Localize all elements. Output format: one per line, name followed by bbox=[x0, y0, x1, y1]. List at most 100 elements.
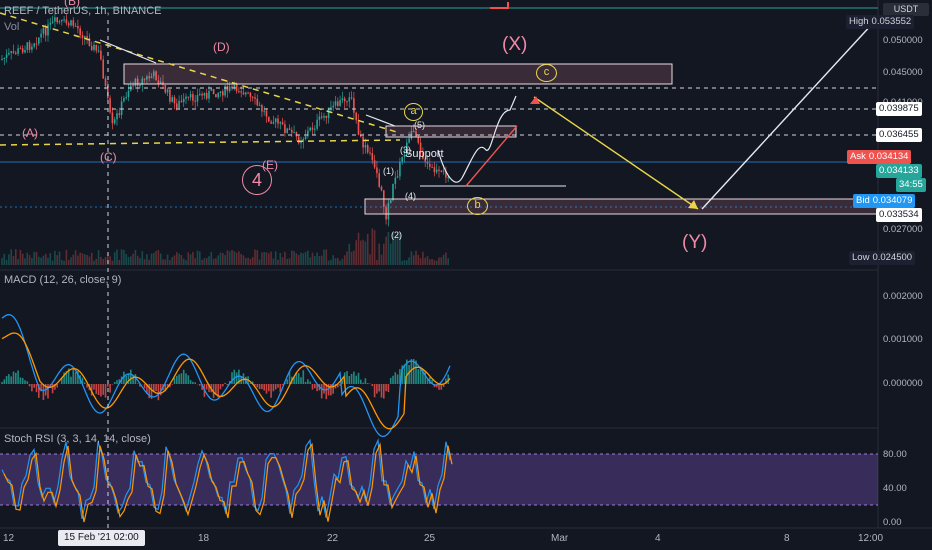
projection-white[interactable] bbox=[701, 21, 875, 210]
volume-label[interactable]: Vol bbox=[4, 21, 20, 33]
volume-bar bbox=[171, 257, 173, 265]
wave-label-D[interactable]: (D) bbox=[213, 40, 230, 54]
candle-body bbox=[95, 44, 98, 51]
volume-bar bbox=[249, 258, 252, 265]
candle-body bbox=[272, 122, 275, 124]
candle-body bbox=[157, 80, 160, 84]
volume-bar bbox=[389, 243, 392, 265]
candle-body bbox=[1, 58, 3, 60]
volume-bar bbox=[95, 258, 98, 265]
candle-body bbox=[378, 173, 380, 187]
candle-body bbox=[155, 71, 157, 81]
low-key: Low bbox=[852, 252, 870, 263]
wave-label-B[interactable]: (B) bbox=[64, 0, 80, 8]
candle-body bbox=[5, 54, 8, 58]
macd-tick: 0.002000 bbox=[883, 291, 923, 302]
candle-body bbox=[281, 122, 284, 125]
candle-body bbox=[263, 110, 265, 112]
wave-label-5[interactable]: (5) bbox=[414, 120, 425, 130]
projection-yellow[interactable] bbox=[533, 96, 699, 210]
wave-label-a[interactable]: a bbox=[404, 103, 423, 121]
candle-body bbox=[235, 84, 238, 92]
candle-body bbox=[442, 170, 445, 172]
macd-bar bbox=[307, 379, 309, 384]
currency-badge[interactable]: USDT bbox=[883, 3, 929, 16]
volume-bar bbox=[77, 255, 79, 265]
volume-bar bbox=[201, 259, 203, 265]
volume-bar bbox=[139, 258, 141, 265]
volume-bar bbox=[150, 253, 153, 265]
wave-label-1[interactable]: (1) bbox=[383, 166, 394, 176]
wave-label-c[interactable]: c bbox=[536, 64, 557, 82]
wave-label-4-minor[interactable]: (4) bbox=[405, 191, 416, 201]
candle-body bbox=[403, 154, 406, 158]
trendline-white[interactable] bbox=[365, 114, 396, 127]
projection-red[interactable] bbox=[465, 125, 518, 187]
macd-bar bbox=[8, 374, 10, 384]
candle-body bbox=[136, 78, 139, 87]
wave-label-2[interactable]: (2) bbox=[391, 230, 402, 240]
macd-title[interactable]: MACD (12, 26, close, 9) bbox=[4, 274, 122, 286]
candle-body bbox=[116, 113, 118, 120]
macd-bar bbox=[378, 384, 380, 392]
support-label[interactable]: Support bbox=[405, 148, 444, 160]
volume-bar bbox=[281, 257, 284, 265]
candle-body bbox=[341, 98, 344, 100]
wave-label-3[interactable]: (3) bbox=[400, 145, 411, 155]
wave-a-zone[interactable] bbox=[385, 125, 517, 138]
volume-bar bbox=[19, 249, 22, 265]
wave-label-X[interactable]: (X) bbox=[502, 34, 528, 55]
volume-bar bbox=[141, 251, 144, 265]
macd-bar bbox=[104, 384, 107, 398]
trendline-white[interactable] bbox=[99, 39, 157, 64]
volume-bar bbox=[378, 243, 380, 265]
volume-bar bbox=[325, 249, 328, 265]
time-tick: 25 bbox=[424, 533, 436, 544]
trendline-lower[interactable] bbox=[0, 139, 401, 146]
macd-bar bbox=[40, 384, 42, 392]
trendline-upper[interactable] bbox=[0, 12, 401, 134]
macd-bar bbox=[373, 384, 376, 398]
candle-body bbox=[8, 52, 10, 55]
level-tag: 0.033534 bbox=[876, 208, 922, 222]
candle-body bbox=[3, 57, 6, 59]
macd-bar bbox=[295, 372, 298, 384]
symbol-title[interactable]: REEF / TetherUS, 1h, BINANCE bbox=[4, 5, 162, 17]
candle-body bbox=[350, 97, 353, 99]
candle-body bbox=[327, 107, 330, 119]
wave-label-4[interactable]: 4 bbox=[242, 165, 272, 195]
macd-bar bbox=[314, 384, 316, 389]
candle-body bbox=[274, 118, 277, 123]
macd-bar bbox=[173, 377, 176, 384]
resistance-zone[interactable] bbox=[123, 63, 673, 85]
volume-bar bbox=[233, 251, 236, 265]
candle-body bbox=[21, 48, 24, 53]
macd-tick: 0.001000 bbox=[883, 334, 923, 345]
candle-body bbox=[268, 116, 270, 122]
volume-bar bbox=[357, 232, 360, 265]
wave-label-A[interactable]: (A) bbox=[22, 126, 38, 140]
wave-label-Y[interactable]: (Y) bbox=[682, 232, 708, 253]
stoch-title[interactable]: Stoch RSI (3, 3, 14, 14, close) bbox=[4, 433, 151, 445]
macd-bar bbox=[332, 384, 334, 394]
volume-bar bbox=[21, 253, 24, 265]
candle-body bbox=[392, 183, 394, 201]
wave-label-C[interactable]: (C) bbox=[100, 150, 117, 164]
volume-bars bbox=[1, 228, 449, 265]
wave-label-b[interactable]: b bbox=[467, 197, 488, 215]
projection-wave[interactable] bbox=[437, 95, 517, 183]
volume-bar bbox=[238, 251, 240, 265]
volume-bar bbox=[176, 252, 178, 265]
alert-marker-icon[interactable] bbox=[490, 2, 509, 9]
candle-body bbox=[10, 51, 12, 53]
volume-bar bbox=[8, 254, 10, 265]
macd-bar bbox=[65, 371, 68, 384]
macd-bar bbox=[339, 384, 341, 386]
volume-bar bbox=[33, 251, 35, 265]
volume-bar bbox=[396, 233, 399, 265]
volume-bar bbox=[408, 257, 410, 265]
macd-bar bbox=[180, 373, 183, 384]
macd-bar bbox=[415, 360, 417, 384]
macd-bar bbox=[399, 369, 401, 384]
